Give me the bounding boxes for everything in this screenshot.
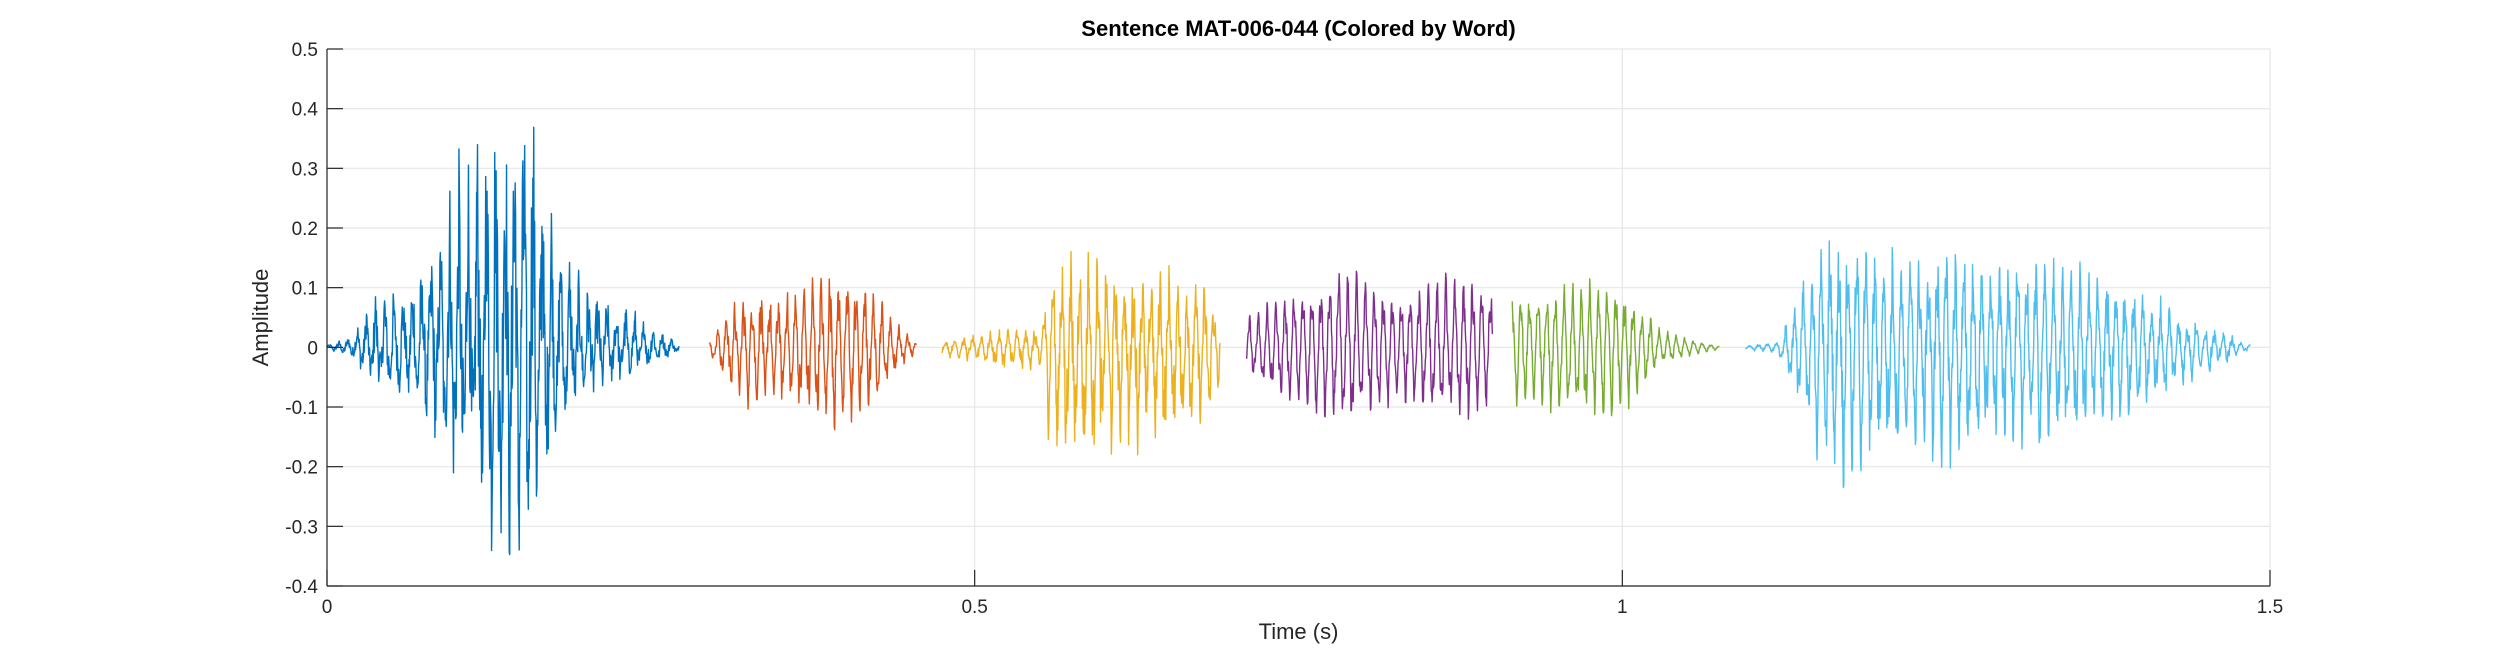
x-tick-label: 1 xyxy=(1617,597,1628,618)
y-tick-label: 0.1 xyxy=(292,279,318,300)
y-tick-label: -0.2 xyxy=(285,458,318,479)
axes: 0 0.5 1 1.5 -0.4 -0.3 -0.2 -0.1 0 0.1 0.2 0.3 0.4 0.5 xyxy=(285,40,2283,618)
x-tick-label: 0.5 xyxy=(961,597,987,618)
plot-area xyxy=(327,49,2270,586)
y-tick-label: 0.5 xyxy=(292,40,318,61)
y-tick-label: 0.2 xyxy=(292,219,318,240)
x-tick-label: 1.5 xyxy=(2257,597,2283,618)
y-tick-label: -0.4 xyxy=(285,577,318,598)
waveform-segment-2 xyxy=(708,277,917,431)
y-tick-label: -0.3 xyxy=(285,517,318,538)
waveform-segment-4 xyxy=(1245,270,1494,420)
y-tick-label: 0.3 xyxy=(292,159,318,180)
y-axis-label: Amplitude xyxy=(248,269,273,367)
waveform-series-group xyxy=(326,126,2251,556)
waveform-segment-6 xyxy=(1745,240,2251,489)
waveform-segment-3 xyxy=(941,250,1222,456)
chart-title: Sentence MAT-006-044 (Colored by Word) xyxy=(1081,16,1515,41)
x-tick-label: 0 xyxy=(322,597,333,618)
waveform-segment-5 xyxy=(1511,278,1720,417)
waveform-segment-1 xyxy=(326,126,680,556)
y-tick-label: 0 xyxy=(307,338,318,359)
y-tick-label: -0.1 xyxy=(285,398,318,419)
x-axis-label: Time (s) xyxy=(1259,619,1339,644)
y-tick-label: 0.4 xyxy=(292,100,319,121)
